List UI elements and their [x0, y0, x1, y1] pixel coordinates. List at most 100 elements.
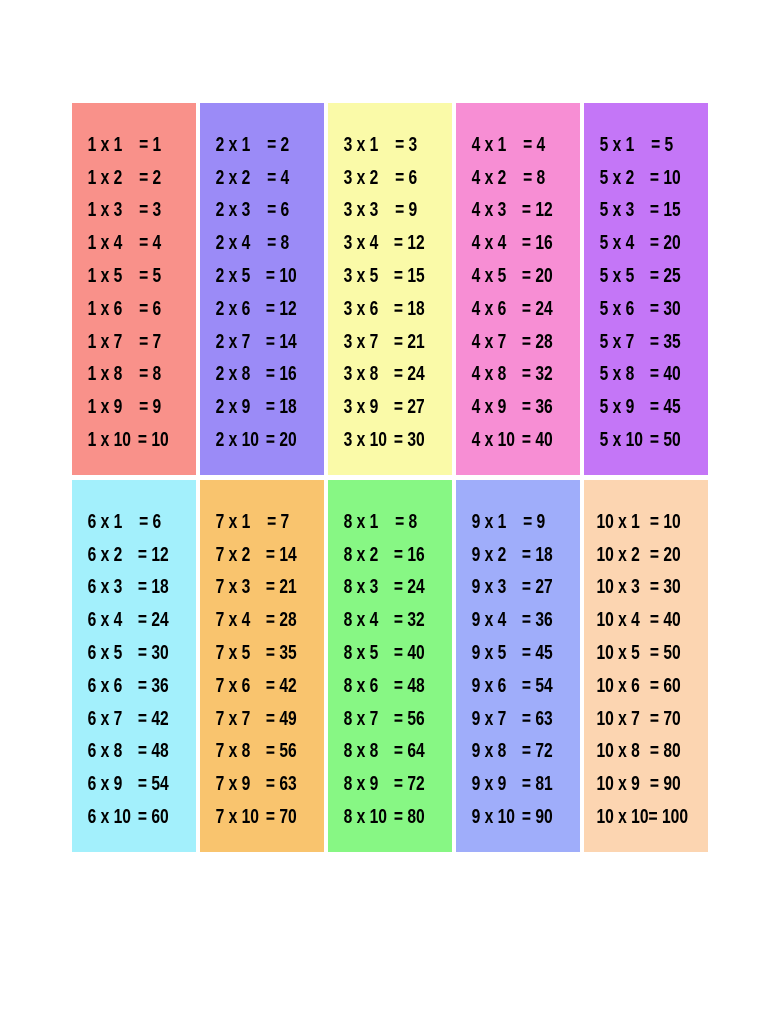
- multiplication-result: = 49: [265, 707, 297, 730]
- multiplication-result: = 63: [265, 773, 297, 796]
- multiplication-expression: 5 x 10: [599, 429, 643, 452]
- multiplication-result: = 90: [649, 773, 681, 796]
- multiplication-expression: 6 x 4: [87, 609, 123, 632]
- table-row: 2 x 2 = 4: [200, 162, 297, 195]
- multiplication-expression: 4 x 9: [471, 396, 507, 419]
- table-row: 10 x 7 = 70: [584, 703, 680, 736]
- multiplication-result: = 60: [649, 674, 681, 697]
- multiplication-expression: 1 x 4: [87, 232, 123, 255]
- table-row: 6 x 5 = 30: [72, 637, 169, 670]
- times-table-card-2: 2 x 1 = 2 2 x 2 = 4 2 x 3 = 6 2 x 4 = 8 2 x 5 = 1…: [200, 103, 324, 475]
- table-row: 3 x 5 = 15: [328, 260, 425, 293]
- multiplication-result: = 3: [139, 199, 162, 222]
- multiplication-expression: 7 x 7: [215, 707, 251, 730]
- table-row: 5 x 1 = 5: [584, 129, 681, 162]
- table-row: 10 x 9 = 90: [584, 768, 681, 801]
- multiplication-result: = 16: [393, 543, 425, 566]
- table-row: 8 x 3 = 24: [328, 572, 425, 605]
- multiplication-expression: 7 x 2: [215, 543, 251, 566]
- table-row: 9 x 2 = 18: [456, 539, 553, 572]
- multiplication-result: = 72: [393, 773, 425, 796]
- table-row: 7 x 8 = 56: [200, 736, 297, 769]
- multiplication-expression: 3 x 10: [343, 429, 387, 452]
- table-row: 5 x 3 = 15: [584, 195, 681, 228]
- multiplication-result: = 50: [649, 429, 681, 452]
- table-row: 3 x 9 = 27: [328, 391, 425, 424]
- table-row: 4 x 9 = 36: [456, 391, 553, 424]
- table-row: 1 x 3 = 3: [72, 195, 169, 228]
- multiplication-result: = 36: [521, 609, 553, 632]
- multiplication-expression: 10 x 10: [596, 806, 649, 829]
- multiplication-expression: 7 x 6: [215, 674, 251, 697]
- table-row: 6 x 2 = 12: [72, 539, 169, 572]
- times-table-card-8: 8 x 1 = 8 8 x 2 = 16 8 x 3 = 24 8 x 4 = 32 8 x 5…: [328, 480, 452, 852]
- multiplication-expression: 10 x 8: [596, 740, 640, 763]
- multiplication-expression: 3 x 6: [343, 297, 379, 320]
- multiplication-expression: 8 x 8: [343, 740, 379, 763]
- multiplication-result: = 35: [265, 642, 297, 665]
- times-table-card-3: 3 x 1 = 3 3 x 2 = 6 3 x 3 = 9 3 x 4 = 12 3 x 5 = …: [328, 103, 452, 475]
- table-row: 9 x 1 = 9: [456, 506, 553, 539]
- table-row: 2 x 9 = 18: [200, 391, 297, 424]
- multiplication-expression: 10 x 1: [596, 510, 640, 533]
- table-row: 7 x 4 = 28: [200, 604, 297, 637]
- table-row: 5 x 10 = 50: [584, 424, 681, 457]
- multiplication-expression: 8 x 2: [343, 543, 379, 566]
- multiplication-expression: 2 x 8: [215, 363, 251, 386]
- table-row: 10 x 6 = 60: [584, 670, 681, 703]
- multiplication-expression: 4 x 1: [471, 133, 507, 156]
- multiplication-expression: 7 x 4: [215, 609, 251, 632]
- multiplication-expression: 1 x 10: [87, 429, 131, 452]
- multiplication-result: = 45: [521, 642, 553, 665]
- multiplication-expression: 9 x 6: [471, 674, 507, 697]
- table-row: 3 x 3 = 9: [328, 195, 425, 228]
- multiplication-result: = 9: [139, 396, 162, 419]
- table-row: 7 x 2 = 14: [200, 539, 297, 572]
- multiplication-result: = 8: [395, 510, 418, 533]
- multiplication-result: = 28: [265, 609, 297, 632]
- multiplication-expression: 5 x 1: [599, 133, 635, 156]
- table-row: 1 x 5 = 5: [72, 260, 169, 293]
- table-row: 8 x 10 = 80: [328, 801, 425, 834]
- multiplication-result: = 8: [139, 363, 162, 386]
- multiplication-result: = 6: [139, 297, 162, 320]
- table-row: 4 x 10 = 40: [456, 424, 553, 457]
- multiplication-result: = 20: [265, 429, 297, 452]
- table-row: 7 x 9 = 63: [200, 768, 297, 801]
- multiplication-expression: 9 x 10: [471, 806, 515, 829]
- multiplication-result: = 80: [649, 740, 681, 763]
- table-row: 6 x 1 = 6: [72, 506, 169, 539]
- table-row: 5 x 2 = 10: [584, 162, 681, 195]
- multiplication-expression: 2 x 3: [215, 199, 251, 222]
- multiplication-result: = 15: [393, 265, 425, 288]
- table-row: 9 x 6 = 54: [456, 670, 553, 703]
- multiplication-expression: 5 x 7: [599, 330, 635, 353]
- table-row: 1 x 2 = 2: [72, 162, 169, 195]
- table-row: 5 x 8 = 40: [584, 359, 681, 392]
- multiplication-expression: 9 x 4: [471, 609, 507, 632]
- multiplication-result: = 4: [267, 166, 290, 189]
- table-row: 1 x 4 = 4: [72, 227, 169, 260]
- multiplication-result: = 5: [139, 265, 162, 288]
- multiplication-expression: 6 x 6: [87, 674, 123, 697]
- multiplication-expression: 10 x 7: [596, 707, 640, 730]
- multiplication-result: = 20: [649, 543, 681, 566]
- multiplication-expression: 10 x 5: [596, 642, 640, 665]
- multiplication-expression: 2 x 2: [215, 166, 251, 189]
- table-row: 8 x 7 = 56: [328, 703, 425, 736]
- multiplication-expression: 5 x 9: [599, 396, 635, 419]
- multiplication-result: = 4: [523, 133, 546, 156]
- multiplication-result: = 42: [265, 674, 297, 697]
- multiplication-expression: 1 x 8: [87, 363, 123, 386]
- table-row: 6 x 8 = 48: [72, 736, 169, 769]
- multiplication-expression: 2 x 4: [215, 232, 251, 255]
- table-row: 3 x 10 = 30: [328, 424, 425, 457]
- table-row: 7 x 7 = 49: [200, 703, 297, 736]
- multiplication-result: = 14: [265, 543, 297, 566]
- table-row: 9 x 9 = 81: [456, 768, 553, 801]
- multiplication-expression: 8 x 4: [343, 609, 379, 632]
- multiplication-result: = 48: [137, 740, 169, 763]
- table-row: 1 x 10 = 10: [72, 424, 169, 457]
- multiplication-expression: 6 x 7: [87, 707, 123, 730]
- multiplication-result: = 16: [265, 363, 297, 386]
